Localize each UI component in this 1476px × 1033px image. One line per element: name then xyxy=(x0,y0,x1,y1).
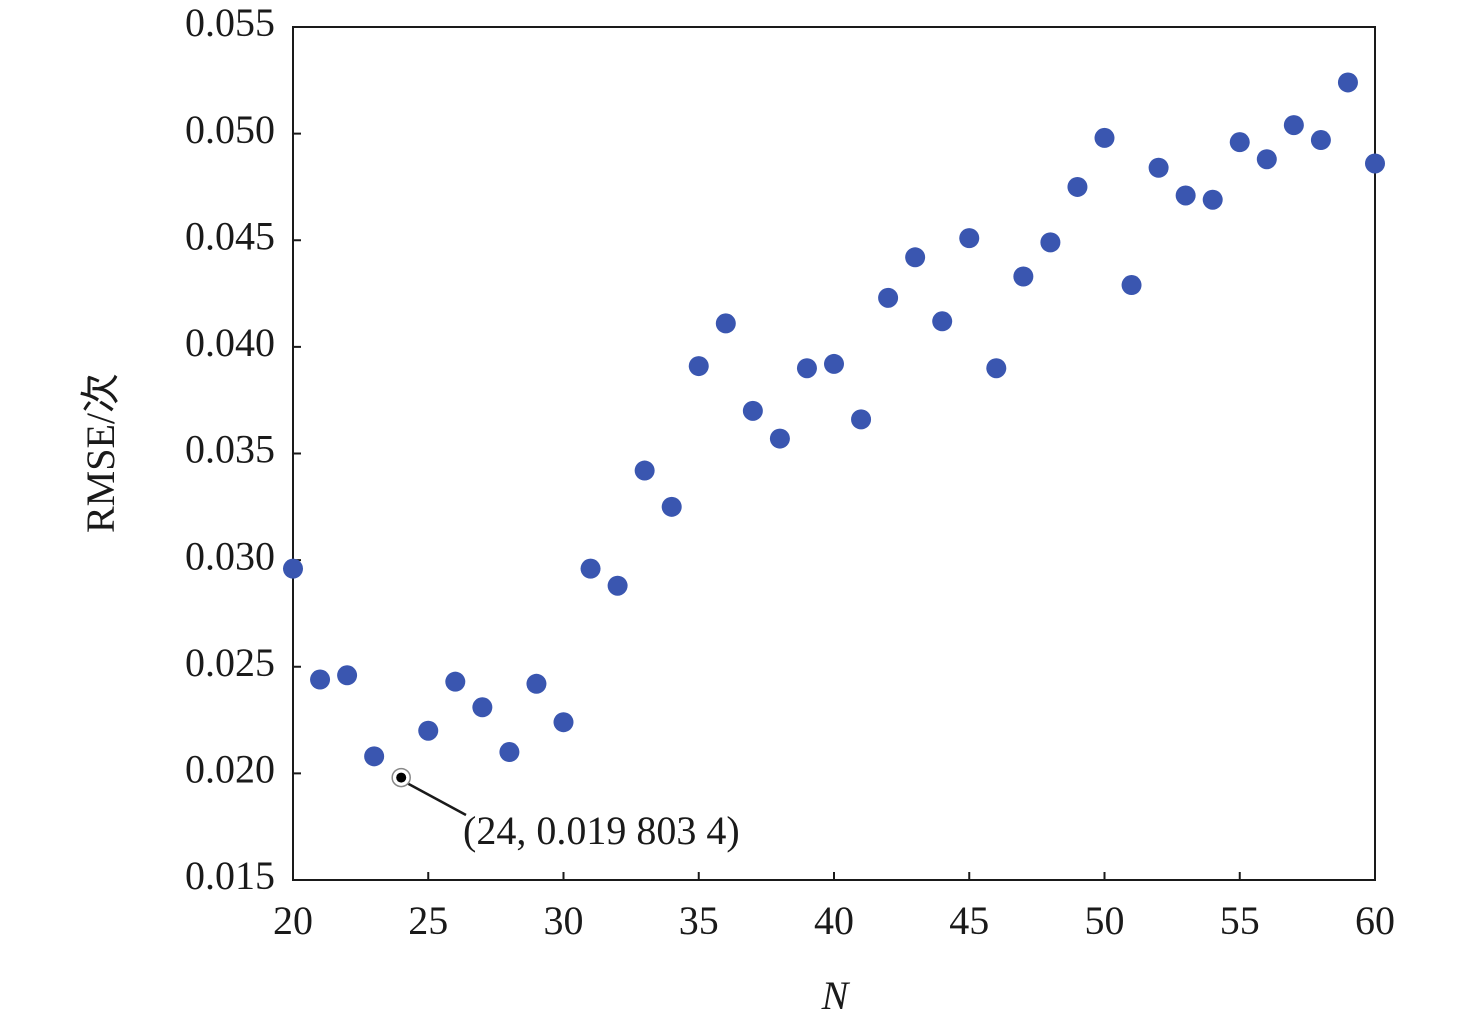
scatter-point xyxy=(445,671,466,692)
plot-frame xyxy=(292,26,1376,881)
scatter-point xyxy=(986,358,1007,379)
scatter-point xyxy=(851,409,872,430)
y-tick-label: 0.025 xyxy=(185,640,275,685)
scatter-point xyxy=(634,460,655,481)
scatter-point xyxy=(878,287,899,308)
scatter-point xyxy=(1175,185,1196,206)
scatter-point xyxy=(337,665,358,686)
scatter-point xyxy=(932,311,953,332)
scatter-point xyxy=(688,356,709,377)
y-tick-label: 0.050 xyxy=(185,107,275,152)
scatter-point xyxy=(418,720,439,741)
scatter-point xyxy=(715,313,736,334)
scatter-point xyxy=(1067,176,1088,197)
scatter-point xyxy=(1040,232,1061,253)
annotation-point xyxy=(396,772,407,783)
scatter-point xyxy=(526,673,547,694)
scatter-point xyxy=(1202,189,1223,210)
x-tick-label: 35 xyxy=(679,898,719,943)
scatter-point xyxy=(499,742,520,763)
x-tick-label: 40 xyxy=(814,898,854,943)
scatter-point xyxy=(364,746,385,767)
scatter-point xyxy=(959,228,980,249)
scatter-point xyxy=(796,358,817,379)
scatter-point xyxy=(824,353,844,374)
x-tick-label: 30 xyxy=(544,898,584,943)
annotation-leader xyxy=(404,780,467,817)
scatter-point xyxy=(1256,149,1277,170)
scatter-point xyxy=(1013,266,1034,287)
scatter-point xyxy=(1121,275,1142,296)
scatter-point xyxy=(1148,157,1169,178)
x-tick-label: 25 xyxy=(408,898,448,943)
x-tick-label: 45 xyxy=(949,898,989,943)
scatter-point xyxy=(905,247,926,268)
scatter-point xyxy=(472,697,493,718)
x-tick-label: 20 xyxy=(273,898,313,943)
scatter-point xyxy=(1283,115,1304,136)
x-tick-label: 55 xyxy=(1220,898,1260,943)
y-tick-label: 0.030 xyxy=(185,533,275,578)
scatter-point xyxy=(1365,153,1385,174)
x-tick-label: 60 xyxy=(1355,898,1395,943)
y-tick-label: 0.015 xyxy=(185,853,275,898)
scatter-point xyxy=(553,712,574,733)
scatter-point xyxy=(310,669,331,690)
annotation-text: (24, 0.019 803 4) xyxy=(463,808,740,853)
y-tick-label: 0.045 xyxy=(185,213,275,258)
scatter-point xyxy=(1310,130,1331,151)
scatter-point xyxy=(661,496,682,517)
y-tick-label: 0.040 xyxy=(185,320,275,365)
y-tick-label: 0.055 xyxy=(185,0,275,45)
y-tick-label: 0.020 xyxy=(185,747,275,792)
scatter-point xyxy=(769,428,790,449)
scatter-point xyxy=(580,558,601,579)
x-tick-label: 50 xyxy=(1085,898,1125,943)
scatter-point xyxy=(607,575,628,596)
y-axis-label: RMSE/次 xyxy=(78,373,123,533)
scatter-point xyxy=(1229,132,1250,153)
scatter-point xyxy=(742,400,763,421)
scatter-point xyxy=(1094,127,1115,148)
scatter-point xyxy=(1337,72,1358,93)
scatter-point xyxy=(283,558,303,579)
y-tick-label: 0.035 xyxy=(185,427,275,472)
x-axis-label: N xyxy=(821,973,851,1018)
